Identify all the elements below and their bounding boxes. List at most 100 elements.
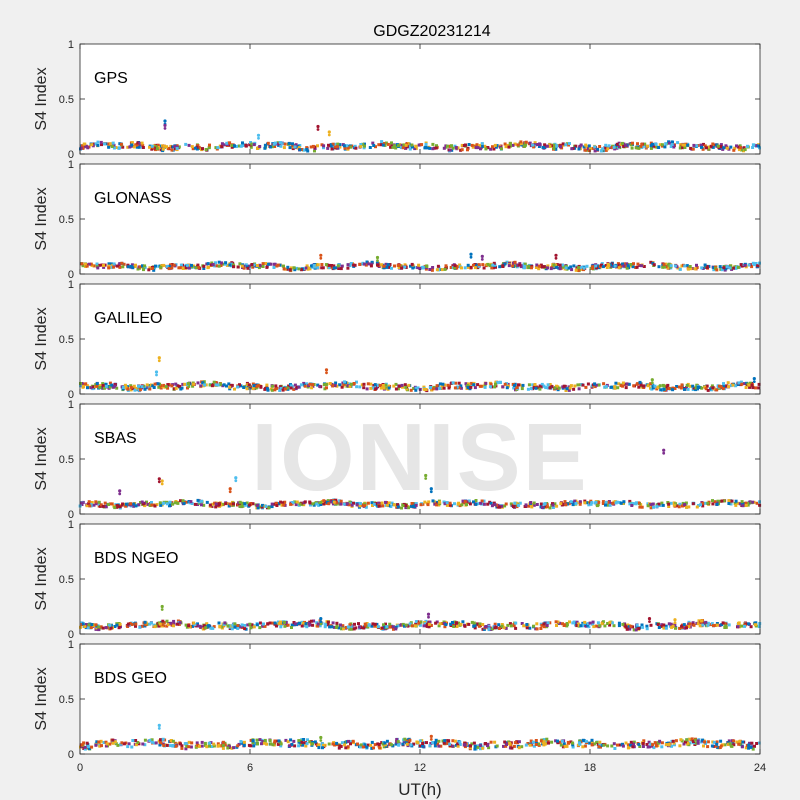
data-point <box>108 385 112 389</box>
data-point <box>297 744 301 748</box>
data-point <box>676 141 680 145</box>
y-tick-label: 0.5 <box>59 574 74 586</box>
data-point <box>650 387 654 391</box>
data-point <box>563 500 567 504</box>
outlier-point <box>429 490 433 494</box>
data-point <box>491 145 494 149</box>
data-point <box>466 265 470 269</box>
data-point <box>110 502 114 506</box>
outlier-point <box>316 124 320 129</box>
data-point <box>377 743 381 746</box>
data-point <box>672 741 676 745</box>
data-point <box>703 144 707 148</box>
data-point <box>191 147 195 151</box>
data-point <box>616 743 619 747</box>
data-point <box>98 384 102 388</box>
data-point <box>445 501 449 505</box>
data-point <box>337 626 341 630</box>
data-point <box>128 622 132 625</box>
data-point <box>100 143 103 147</box>
data-point <box>321 746 324 750</box>
data-point <box>324 622 328 626</box>
data-point <box>251 739 255 743</box>
data-point <box>143 743 147 747</box>
data-point <box>685 264 689 268</box>
data-point <box>161 144 165 148</box>
data-point <box>459 622 463 626</box>
data-point <box>272 502 276 506</box>
data-point <box>435 144 438 148</box>
data-point <box>660 741 664 745</box>
data-point <box>484 147 488 151</box>
data-point <box>426 622 430 626</box>
outlier-point <box>648 620 651 623</box>
data-point <box>548 143 552 147</box>
data-point <box>100 744 103 748</box>
data-point <box>513 741 517 745</box>
outlier-point <box>319 617 323 621</box>
data-point <box>211 626 215 630</box>
y-tick-label: 1 <box>68 399 74 411</box>
data-point <box>86 745 90 749</box>
data-point <box>663 265 666 269</box>
data-point <box>239 740 243 744</box>
data-point <box>369 264 373 268</box>
data-point <box>184 500 188 504</box>
data-point <box>126 265 130 269</box>
data-point <box>424 142 428 146</box>
data-point <box>440 385 444 389</box>
data-point <box>408 738 412 742</box>
data-point <box>651 142 654 146</box>
data-point <box>184 623 188 627</box>
data-point <box>363 144 366 148</box>
data-point <box>617 621 621 625</box>
data-point <box>366 501 370 505</box>
data-point <box>407 383 411 387</box>
data-point <box>293 744 297 748</box>
data-point <box>111 141 115 145</box>
data-point <box>703 740 706 744</box>
data-point <box>534 386 538 390</box>
data-point <box>88 625 92 629</box>
data-point <box>286 265 290 269</box>
data-point <box>317 746 321 750</box>
data-point <box>227 382 231 386</box>
data-point <box>396 387 400 391</box>
data-point <box>283 624 287 628</box>
data-point <box>118 505 122 509</box>
data-point <box>701 501 705 505</box>
data-point <box>111 738 115 742</box>
data-point <box>450 144 453 148</box>
data-point <box>81 144 84 148</box>
data-point <box>553 502 557 506</box>
data-point <box>678 146 682 150</box>
data-point <box>371 141 375 145</box>
data-point <box>396 503 400 507</box>
data-point <box>290 742 294 746</box>
data-point <box>472 741 476 745</box>
data-point <box>128 145 132 149</box>
data-point <box>357 622 360 626</box>
data-point <box>696 622 700 626</box>
data-point <box>365 260 369 264</box>
data-point <box>336 501 340 505</box>
data-point <box>94 502 98 506</box>
data-point <box>725 146 729 150</box>
data-point <box>317 743 321 747</box>
data-point <box>270 145 274 149</box>
data-point <box>158 741 162 745</box>
data-point <box>671 624 675 628</box>
data-point <box>740 745 744 749</box>
data-point <box>134 624 137 628</box>
data-point <box>209 626 213 630</box>
data-point <box>704 620 708 624</box>
data-point <box>196 622 199 626</box>
data-point <box>165 502 169 506</box>
data-point <box>132 145 136 149</box>
data-point <box>115 386 119 390</box>
data-point <box>581 383 585 387</box>
data-point <box>388 263 392 266</box>
data-point <box>715 268 719 272</box>
data-point <box>561 265 565 269</box>
